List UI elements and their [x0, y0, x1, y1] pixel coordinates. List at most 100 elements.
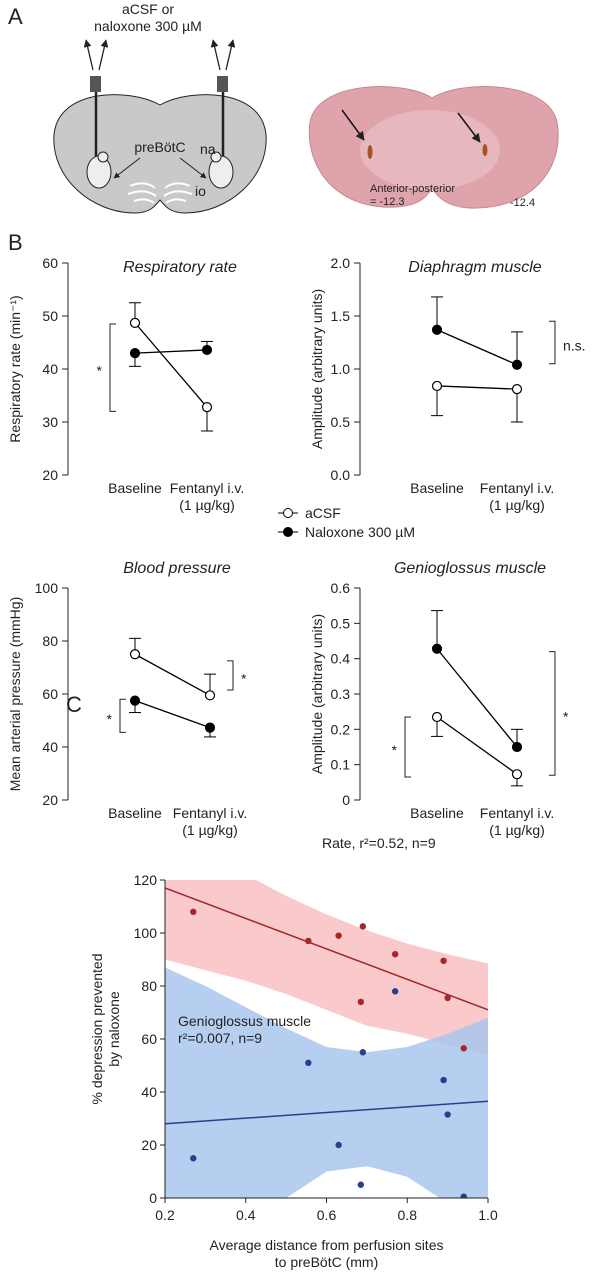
y-tick-label: 0.3: [331, 686, 351, 702]
y-tick-label: 0: [342, 792, 350, 808]
legend-marker: [283, 508, 293, 518]
lesion: [367, 145, 373, 159]
point: [460, 1045, 467, 1052]
perfusion-label: aCSF or naloxone 300 µM: [94, 1, 202, 34]
x-tick-label: Fentanyl i.v. (1 µg/kg): [480, 480, 554, 513]
x-tick-label: 1.0: [478, 1207, 498, 1223]
probe-head: [90, 76, 101, 92]
y-tick-label: 20: [42, 792, 58, 808]
series-line: [436, 329, 518, 366]
marker: [511, 769, 523, 780]
series-line: [134, 653, 211, 696]
diagram-label: io: [195, 183, 206, 199]
probe-head: [217, 76, 228, 92]
series-label: Rate, r²=0.52, n=9: [322, 835, 436, 851]
x-tick-label: 0.4: [236, 1207, 256, 1223]
marker: [431, 643, 443, 654]
y-tick-label: 40: [42, 361, 58, 377]
chart-title: Blood pressure: [123, 560, 231, 577]
y-tick-label: 50: [42, 308, 58, 324]
series-line: [134, 349, 208, 354]
significance-label: *: [241, 670, 247, 686]
y-axis-label: % depression preventedby naloxone: [89, 954, 122, 1105]
diagram-label: na: [200, 141, 216, 157]
series-line: [134, 700, 211, 729]
x-tick-label: Fentanyl i.v. (1 µg/kg): [480, 805, 554, 838]
y-tick-label: 0.0: [331, 467, 351, 483]
point: [440, 1076, 447, 1084]
x-tick-label: Fentanyl i.v. (1 µg/kg): [173, 805, 247, 838]
point: [391, 988, 399, 995]
prebotc-site: [210, 151, 222, 163]
x-tick-label: Baseline: [410, 805, 464, 821]
y-tick-label: 60: [141, 1031, 157, 1047]
marker: [129, 348, 141, 359]
y-tick-label: 1.0: [331, 361, 351, 377]
y-axis-label: Amplitude (arbitrary units): [309, 289, 325, 449]
significance-label: n.s.: [563, 338, 586, 354]
y-tick-label: 100: [134, 925, 158, 941]
y-tick-label: 20: [42, 467, 58, 483]
point: [444, 994, 451, 1002]
y-tick-label: 30: [42, 414, 58, 430]
fit-line: [165, 887, 488, 1011]
section-label: -12.4: [510, 197, 535, 209]
lesion: [482, 144, 488, 156]
y-tick-label: 0.5: [331, 615, 351, 631]
nucleus: [86, 155, 112, 189]
significance-bracket: [549, 320, 556, 365]
chart-title: Genioglossus muscle: [394, 560, 546, 577]
point: [359, 1049, 367, 1056]
confidence-band: [165, 967, 488, 1198]
significance-bracket: [549, 651, 556, 776]
fit-line: [165, 1100, 488, 1125]
series-line: [436, 716, 518, 775]
series-line: [134, 322, 208, 408]
y-tick-label: 20: [141, 1137, 157, 1153]
plot-area: [165, 880, 488, 1198]
significance-label: *: [563, 708, 569, 724]
error-bar: [511, 389, 523, 423]
marker: [511, 359, 523, 370]
point: [305, 1059, 312, 1067]
point: [357, 1181, 365, 1188]
panel-label: B: [8, 230, 23, 255]
significance-bracket: [404, 716, 411, 778]
y-tick-label: 80: [42, 633, 58, 649]
point: [460, 1193, 467, 1198]
legend-label: aCSF: [305, 505, 341, 521]
marker: [201, 402, 213, 413]
point: [357, 998, 365, 1006]
arrow: [113, 157, 141, 179]
error-bar: [431, 610, 443, 649]
x-tick-label: 0.2: [155, 1207, 175, 1223]
significance-label: *: [107, 711, 113, 727]
confidence-band: [165, 880, 488, 1055]
point: [335, 1141, 342, 1149]
y-axis-label: Amplitude (arbitrary units): [309, 614, 325, 774]
section-label: Anterior-posterior = -12.3: [370, 183, 455, 208]
y-tick-label: 40: [141, 1084, 157, 1100]
x-tick-label: 0.6: [317, 1207, 337, 1223]
y-tick-label: 100: [35, 580, 59, 596]
diagram-label: preBötC: [134, 139, 185, 155]
y-tick-label: 0.6: [331, 580, 351, 596]
marker: [204, 722, 216, 733]
panel-label: A: [8, 4, 23, 29]
y-tick-label: 0: [149, 1190, 157, 1206]
point: [359, 923, 367, 930]
chart-title: Diaphragm muscle: [408, 259, 541, 276]
marker: [511, 741, 523, 753]
significance-bracket: [109, 323, 116, 412]
y-tick-label: 1.5: [331, 308, 351, 324]
point: [440, 957, 447, 965]
y-tick-label: 120: [134, 872, 158, 888]
point: [190, 908, 197, 915]
point: [305, 937, 312, 945]
significance-bracket: [227, 660, 234, 691]
y-tick-label: 40: [42, 739, 58, 755]
point: [391, 951, 399, 958]
legend-marker: [283, 527, 293, 537]
marker: [431, 324, 443, 335]
marker: [129, 695, 141, 706]
